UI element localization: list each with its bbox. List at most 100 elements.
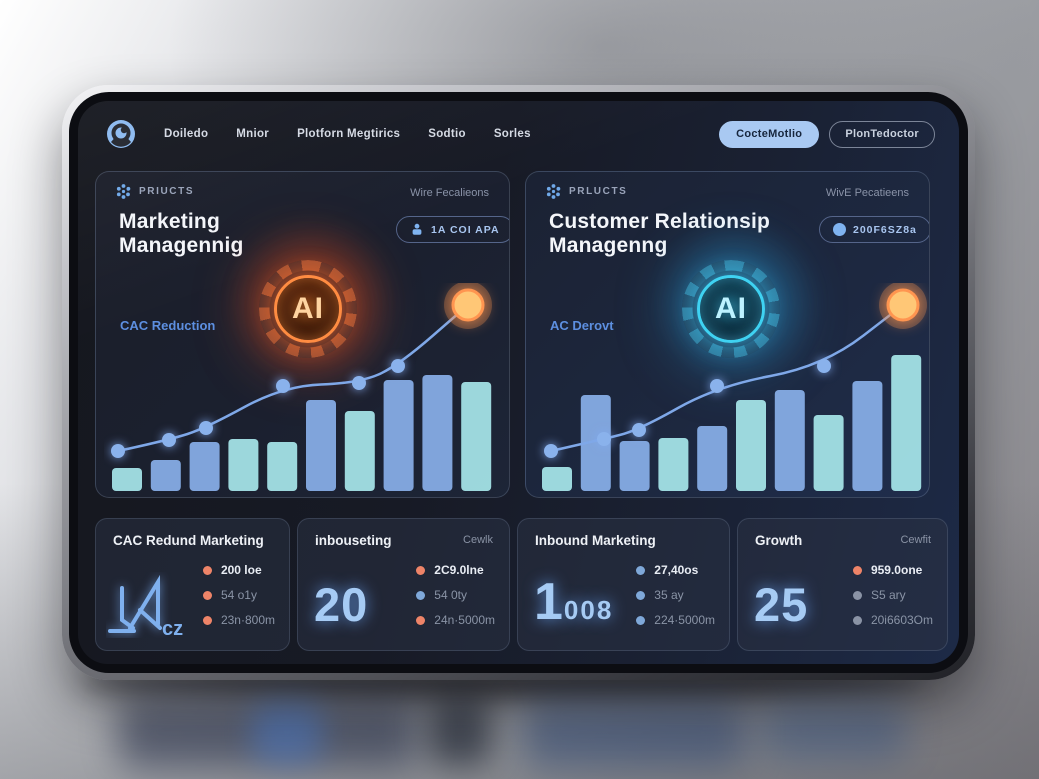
bar bbox=[619, 441, 650, 491]
nav-item-doiledo[interactable]: Doiledo bbox=[164, 128, 209, 140]
bar bbox=[112, 468, 142, 491]
top-nav: Doiledo Mnior Plotforn Megtirics Sodtio Sorl… bbox=[106, 115, 935, 153]
endpoint-marker bbox=[886, 288, 920, 322]
products-dots-icon bbox=[116, 184, 131, 199]
line-point bbox=[391, 359, 405, 373]
big-metric-value: 25 bbox=[754, 578, 809, 631]
legend-item: S5 ary bbox=[852, 588, 933, 602]
view-features-link[interactable]: Wire Fecalieons bbox=[410, 187, 489, 199]
card-corner-label: Cewfit bbox=[900, 534, 931, 546]
bar bbox=[422, 375, 453, 491]
blue-dot-icon bbox=[833, 223, 846, 236]
orange-dot-icon bbox=[852, 565, 862, 575]
line-point bbox=[199, 421, 213, 435]
stylized-14cz-glyph: cz bbox=[108, 574, 183, 638]
panel-crm: PRLUCTS WivE Pecatieens Customer Relatio… bbox=[525, 171, 930, 498]
ai-gear-badge-cyan: AI bbox=[682, 260, 780, 358]
line-point bbox=[817, 359, 831, 373]
legend-item: 20i6603Om bbox=[852, 613, 933, 627]
trend-line bbox=[117, 304, 469, 453]
line-point bbox=[544, 444, 558, 458]
card-legend: 200 loe 54 o1y 23n·800m bbox=[202, 563, 275, 627]
legend-item: 2C9.0lne bbox=[416, 563, 495, 577]
panel-eyebrow: PRIUCTS bbox=[139, 186, 195, 197]
id-badge[interactable]: 200F6SZ8a bbox=[819, 216, 929, 243]
legend-item: 959.0one bbox=[852, 563, 933, 577]
line-point bbox=[710, 379, 724, 393]
blue-dot-icon bbox=[416, 590, 426, 600]
nav-item-plotforn-megtirics[interactable]: Plotforn Megtirics bbox=[297, 128, 401, 140]
dashboard-screen: Doiledo Mnior Plotforn Megtirics Sodtio Sorl… bbox=[78, 101, 959, 664]
orange-dot-icon bbox=[416, 615, 426, 625]
marketing-bar-line-chart bbox=[111, 283, 492, 491]
card-title: inbouseting bbox=[315, 533, 392, 548]
robot-icon bbox=[412, 223, 422, 235]
bar bbox=[344, 411, 375, 491]
gray-dot-icon bbox=[852, 590, 862, 600]
big-metric-value: 1008 bbox=[534, 573, 614, 631]
legend-item: 54 0ty bbox=[416, 588, 495, 602]
primary-action-button[interactable]: CocteMotlio bbox=[719, 120, 820, 148]
bar bbox=[891, 355, 922, 491]
panel-eyebrow: PRLUCTS bbox=[569, 186, 628, 197]
view-features-link[interactable]: WivE Pecatieens bbox=[825, 187, 909, 199]
secondary-action-button[interactable]: PlonTedoctor bbox=[829, 120, 935, 148]
bar bbox=[306, 400, 336, 491]
card-title: CAC Redund Marketing bbox=[113, 533, 264, 548]
legend-item: 200 loe bbox=[202, 563, 275, 577]
bar bbox=[580, 395, 611, 491]
bar bbox=[383, 380, 414, 491]
panel-marketing-management: PRIUCTS Wire Fecalieons Marketing Manage… bbox=[95, 171, 510, 498]
legend-item: 35 ay bbox=[636, 588, 715, 602]
stat-card-cac: CAC Redund Marketing cz 200 loe 54 o1y 23n… bbox=[95, 518, 290, 651]
stat-card-inbouseting: inbouseting Cewlk 20 2C9.0lne 54 0ty 24n·5… bbox=[297, 518, 510, 651]
card-legend: 959.0one S5 ary 20i6603Om bbox=[852, 563, 933, 627]
nav-actions: CocteMotlio PlonTedoctor bbox=[719, 120, 935, 148]
badge-label: 200F6SZ8a bbox=[853, 223, 917, 236]
bar bbox=[189, 442, 220, 491]
legend-item: 54 o1y bbox=[202, 588, 275, 602]
blue-dot-icon bbox=[636, 590, 646, 600]
line-point bbox=[597, 432, 611, 446]
api-badge[interactable]: 1A COI APA bbox=[396, 216, 509, 243]
line-point bbox=[276, 379, 290, 393]
bar bbox=[461, 382, 492, 491]
orange-dot-icon bbox=[202, 590, 212, 600]
svg-text:cz: cz bbox=[162, 618, 183, 638]
card-title: Growth bbox=[755, 533, 803, 548]
orange-dot-icon bbox=[202, 565, 212, 575]
panel-title: Customer Relationsip Managenng bbox=[549, 210, 771, 257]
bar bbox=[228, 439, 259, 491]
metric-label: AC Derovt bbox=[550, 318, 614, 333]
card-legend: 27,40os 35 ay 224·5000m bbox=[636, 563, 715, 627]
nav-item-sodtio[interactable]: Sodtio bbox=[428, 128, 466, 140]
legend-item: 224·5000m bbox=[636, 613, 715, 627]
brand-logo-icon[interactable] bbox=[106, 119, 136, 149]
stat-card-inbound-marketing: Inbound Marketing 1008 27,40os 35 ay 224·5… bbox=[517, 518, 730, 651]
gray-dot-icon bbox=[852, 615, 862, 625]
bar bbox=[542, 467, 572, 491]
bar bbox=[736, 400, 766, 491]
nav-item-mnior[interactable]: Mnior bbox=[236, 128, 270, 140]
line-point bbox=[111, 444, 125, 458]
crm-bar-line-chart bbox=[542, 283, 927, 491]
trend-line bbox=[550, 304, 904, 453]
orange-dot-icon bbox=[416, 565, 426, 575]
tablet-device: Doiledo Mnior Plotforn Megtirics Sodtio Sorl… bbox=[62, 85, 975, 680]
card-legend: 2C9.0lne 54 0ty 24n·5000m bbox=[416, 563, 495, 627]
stat-card-growth: Growth Cewfit 25 959.0one S5 ary 20i6603Om bbox=[737, 518, 948, 651]
bar bbox=[774, 390, 805, 491]
big-metric-value: 20 bbox=[314, 578, 369, 631]
ai-label: AI bbox=[715, 292, 747, 325]
bar bbox=[658, 438, 689, 491]
tablet-bezel: Doiledo Mnior Plotforn Megtirics Sodtio Sorl… bbox=[69, 92, 968, 673]
bar bbox=[697, 426, 728, 491]
card-corner-label: Cewlk bbox=[463, 534, 493, 546]
line-point bbox=[632, 423, 646, 437]
nav-item-sorles[interactable]: Sorles bbox=[493, 128, 531, 140]
legend-item: 23n·800m bbox=[202, 613, 275, 627]
bar bbox=[267, 442, 298, 491]
blue-dot-icon bbox=[636, 615, 646, 625]
nav-menu: Doiledo Mnior Plotforn Megtirics Sodtio Sorl… bbox=[164, 128, 531, 140]
